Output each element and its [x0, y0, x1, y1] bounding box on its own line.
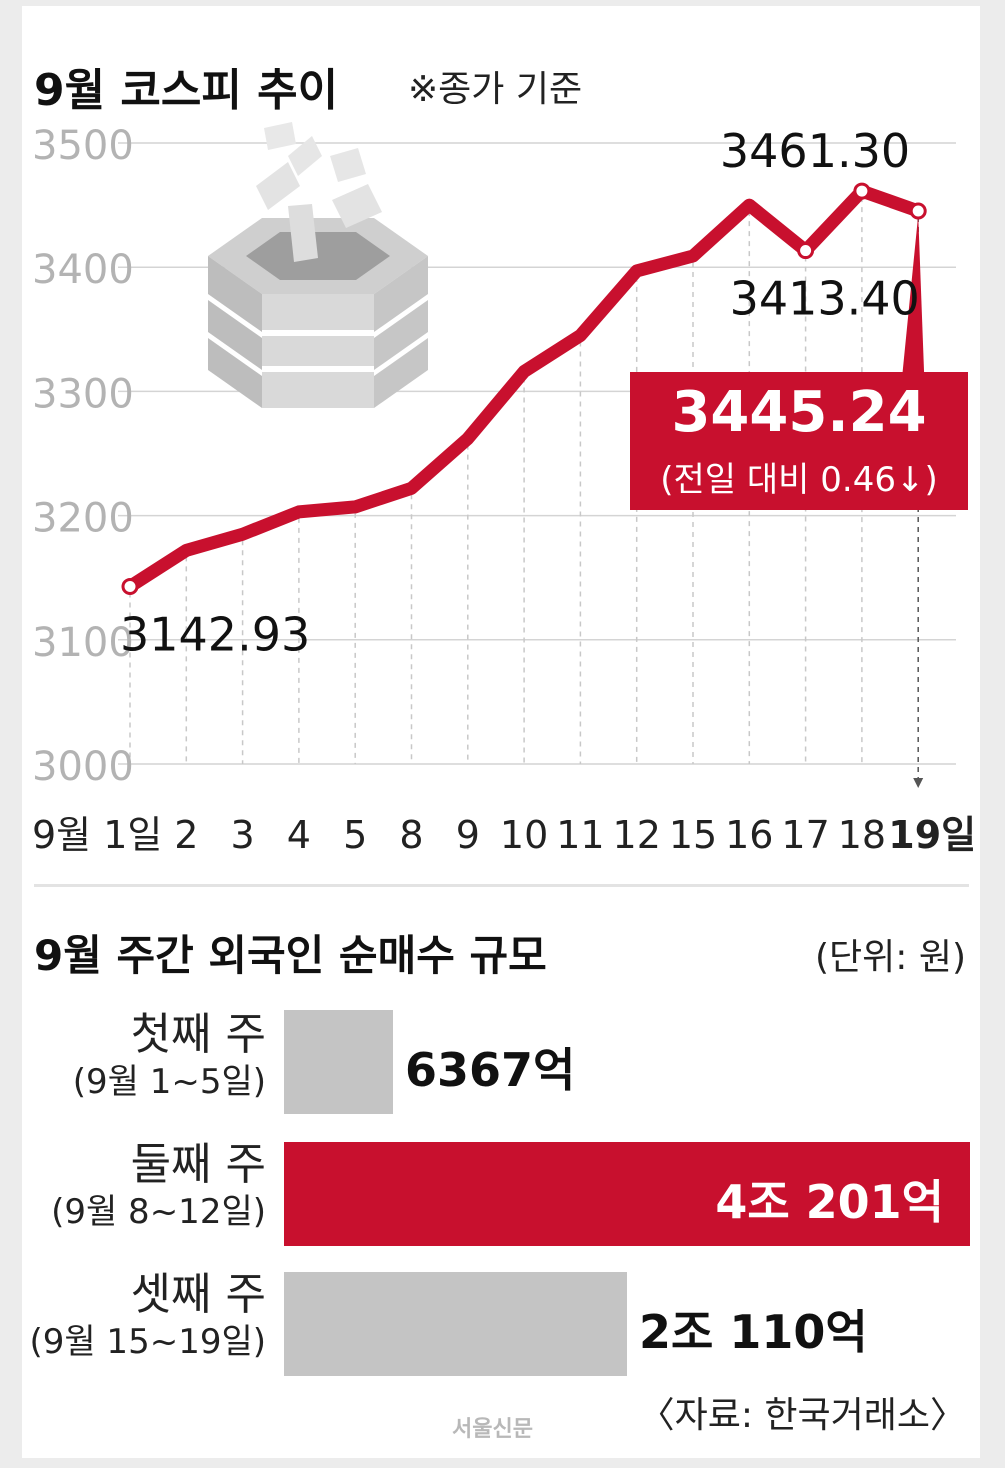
x-tick-label: 10	[500, 813, 548, 857]
section-divider	[34, 884, 969, 887]
x-tick-label: 15	[669, 813, 717, 857]
y-tick-label: 3200	[32, 496, 134, 542]
newspaper-logo: 서울신문	[452, 1417, 533, 1442]
x-tick-label: 9월 1일	[32, 813, 162, 857]
infographic-panel: 9월 코스피 추이 ※종가 기준 3000 3100 3200 3300 3400 350…	[22, 6, 980, 1458]
x-tick-label: 19일	[888, 813, 976, 857]
x-tick-label: 12	[613, 813, 661, 857]
money-box-icon	[208, 122, 428, 408]
bar-row-label-3: 셋째 주 (9월 15~19일)	[22, 1270, 266, 1380]
y-tick-label: 3300	[32, 371, 134, 417]
source-credit: 〈자료: 한국거래소〉	[638, 1395, 966, 1436]
y-tick-label: 3500	[32, 123, 134, 169]
y-tick-label: 3400	[32, 247, 134, 293]
callout-pointer	[902, 215, 925, 376]
x-tick-label: 8	[399, 813, 423, 857]
bar-chart-title: 9월 주간 외국인 순매수 규모	[34, 931, 547, 980]
bar-week-2	[284, 1142, 970, 1246]
bar-value-label: 4조 201억	[715, 1175, 944, 1229]
y-tick-label: 3000	[32, 744, 134, 790]
bar-category-label: 첫째 주	[130, 1009, 266, 1060]
bar-period-label: (9월 15~19일)	[29, 1322, 266, 1362]
data-point-marker	[909, 202, 927, 220]
x-tick-label: 16	[725, 813, 773, 857]
data-label: 3142.93	[120, 607, 310, 661]
x-tick-label: 17	[781, 813, 829, 857]
bar-category-label: 둘째 주	[130, 1139, 266, 1190]
x-tick-label: 4	[287, 813, 311, 857]
data-point-marker	[853, 182, 871, 200]
bar-week-3	[284, 1272, 627, 1376]
bar-row-label-2: 둘째 주 (9월 8~12일)	[22, 1140, 266, 1250]
latest-value-callout: 3445.24 (전일 대비 0.46↓)	[630, 372, 968, 510]
bar-chart: 첫째 주 (9월 1~5일) 둘째 주 (9월 8~12일) 셋째 주 (9월 …	[22, 6, 980, 1458]
callout-value: 3445.24	[671, 380, 927, 445]
y-tick-label: 3100	[32, 620, 134, 666]
kospi-series-line	[123, 184, 925, 593]
x-tick-label: 9	[456, 813, 480, 857]
bar-value-label: 6367억	[405, 1043, 576, 1097]
bar-row-label-1: 첫째 주 (9월 1~5일)	[22, 1010, 266, 1120]
data-point-marker	[121, 577, 139, 595]
x-tick-label: 5	[343, 813, 367, 857]
kospi-line-chart: 3000 3100 3200 3300 3400 3500 3142.93 3413.40 34…	[32, 122, 976, 857]
line-chart-title: 9월 코스피 추이	[34, 65, 339, 116]
callout-change: (전일 대비 0.46↓)	[660, 460, 938, 500]
bar-period-label: (9월 1~5일)	[72, 1062, 266, 1102]
x-tick-label: 2	[174, 813, 198, 857]
bar-week-1	[284, 1010, 393, 1114]
arrow-down-icon	[913, 778, 924, 788]
data-point-marker	[797, 242, 815, 260]
bar-chart-unit: (단위: 원)	[814, 937, 966, 978]
x-tick-label: 11	[556, 813, 604, 857]
bar-category-label: 셋째 주	[130, 1269, 266, 1320]
bar-period-label: (9월 8~12일)	[51, 1192, 266, 1232]
line-chart-note: ※종가 기준	[408, 69, 583, 110]
x-tick-label: 3	[231, 813, 255, 857]
data-label: 3413.40	[730, 272, 920, 326]
data-label: 3461.30	[720, 124, 910, 178]
x-tick-label: 18	[838, 813, 886, 857]
bar-value-label: 2조 110억	[639, 1305, 868, 1359]
